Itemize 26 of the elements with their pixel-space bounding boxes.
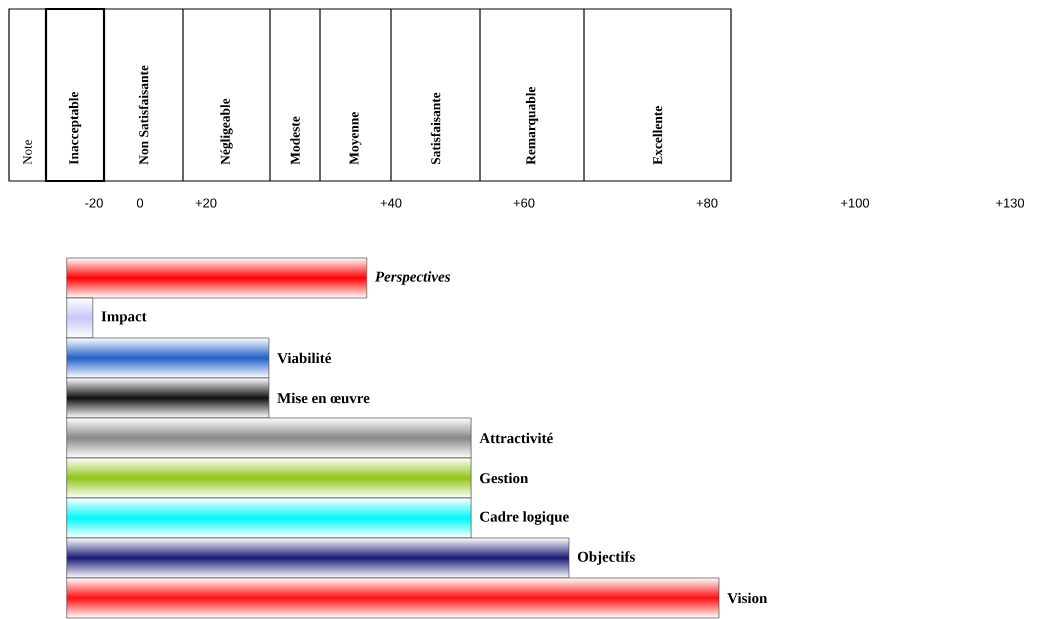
text: +40	[380, 198, 402, 208]
category-label: Inacceptable	[68, 91, 82, 165]
y-tick-label: Viabilité	[277, 352, 331, 364]
category-label: Excellente	[652, 106, 663, 165]
category-label: Note	[23, 140, 32, 165]
category-label: Négligeable	[220, 98, 233, 165]
text: +130	[996, 198, 1025, 208]
y-tick-label: Cadre logique	[480, 511, 569, 525]
text: 0	[136, 198, 144, 208]
text: -20	[85, 198, 103, 208]
y-tick-label: Objectifs	[577, 551, 635, 565]
y-tick-label: Mise en œuvre	[277, 392, 370, 404]
y-tick-label: Perspectives	[374, 271, 451, 285]
text: +100	[841, 198, 870, 208]
y-tick-label: Gestion	[480, 472, 529, 484]
category-label: Moyenne	[349, 112, 362, 165]
category-label: Satisfaisante	[430, 92, 441, 165]
y-tick-label: Impact	[101, 311, 147, 325]
category-label: Remarquable	[525, 86, 539, 165]
text: +20	[195, 198, 217, 208]
text: +80	[696, 198, 718, 208]
text: +60	[513, 198, 535, 208]
category-label: Non Satisfaisante	[138, 65, 149, 165]
y-tick-label: Vision	[727, 592, 768, 604]
category-label: Modeste	[290, 116, 300, 165]
y-tick-label: Attractivité	[479, 432, 553, 444]
